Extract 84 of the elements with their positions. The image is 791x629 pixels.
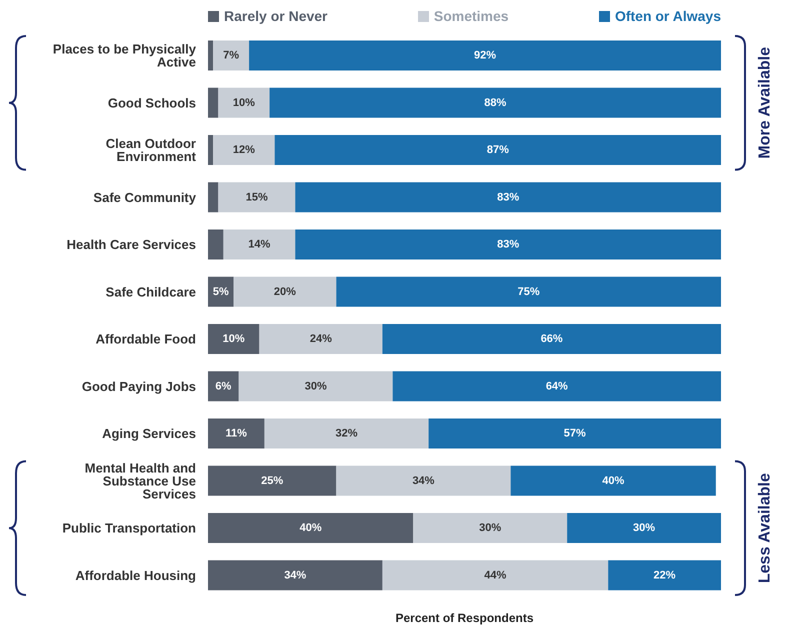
data-label: 30% [633,522,656,534]
bar [213,135,275,166]
y-tick-label: Safe Childcare [106,284,196,300]
bar [295,230,721,260]
bar [336,276,721,307]
data-label: 25% [261,474,284,487]
bar [208,513,414,544]
bar [510,466,716,496]
bar [428,418,721,449]
data-label: 66% [540,333,563,346]
data-label: 30% [479,522,502,534]
data-label: 34% [412,474,435,487]
bar [249,40,721,71]
bar [336,466,511,496]
data-label: 6% [215,380,232,392]
data-label: 92% [474,50,496,62]
bar [208,88,218,118]
bar [382,560,608,590]
data-label: 12% [232,144,256,156]
bar [213,40,250,71]
data-label: 64% [546,380,568,392]
bar [208,230,224,260]
bar [223,230,296,260]
y-tick-label: Good Schools [108,95,196,110]
y-tick-label: Good Paying Jobs [82,378,196,394]
data-label: 88% [484,96,506,109]
y-tick-label: Affordable Housing [75,568,196,583]
bar [218,88,270,118]
y-tick-label: Clean Outdoor Environment [106,136,197,164]
bar [218,182,296,212]
data-label: 30% [304,380,327,392]
y-tick-label: Affordable Food [96,332,196,347]
data-label: 83% [497,191,520,204]
bar [208,418,264,449]
data-label: 32% [335,428,358,440]
y-tick-label: Aging Services [102,426,196,442]
data-label: 14% [248,238,271,251]
bar [208,135,214,166]
y-tick-label: Health Care Services [66,237,196,252]
data-label: 44% [484,569,506,582]
bar [392,371,721,402]
y-tick-label: Public Transportation [62,520,196,536]
bar [270,88,721,118]
bar [608,560,721,590]
bar [274,135,721,166]
legend-label: Often or Always [614,8,721,24]
data-label: 57% [564,428,586,440]
legend-label: Sometimes [434,8,509,24]
bar [259,324,382,354]
data-label: 10% [222,333,245,346]
data-label: 11% [226,428,248,440]
data-label: 10% [232,96,256,109]
bar [264,418,429,449]
bar [208,560,382,590]
bar [238,371,393,402]
data-label: 24% [310,333,332,346]
data-label: 40% [300,522,322,534]
bar [234,276,336,307]
data-label: 34% [284,569,306,582]
text: More Available [756,46,774,159]
x-axis-title: Percent of Respondents [394,611,535,625]
bar [208,40,214,71]
y-tick-label: Places to be Physically Active [52,42,197,70]
y-tick-label: Safe Community [93,190,197,205]
data-label: 87% [486,144,510,156]
bar [413,513,568,544]
text: Less Available [756,473,774,584]
data-label: 75% [518,286,540,298]
bar [295,182,721,212]
bar [208,182,218,212]
data-label: 7% [223,50,240,62]
data-label: 40% [602,474,624,487]
data-label: 15% [246,191,268,204]
bar [567,513,721,544]
data-label: 5% [212,286,229,298]
bar [208,324,260,354]
bar [208,466,336,496]
bar [382,324,721,354]
bar [208,371,239,402]
data-label: 83% [497,238,520,251]
data-label: 20% [274,286,296,298]
y-tick-label: Mental Health and Substance Use Services [84,460,196,502]
legend-label: Rarely or Never [224,8,328,24]
data-label: 22% [654,569,676,582]
